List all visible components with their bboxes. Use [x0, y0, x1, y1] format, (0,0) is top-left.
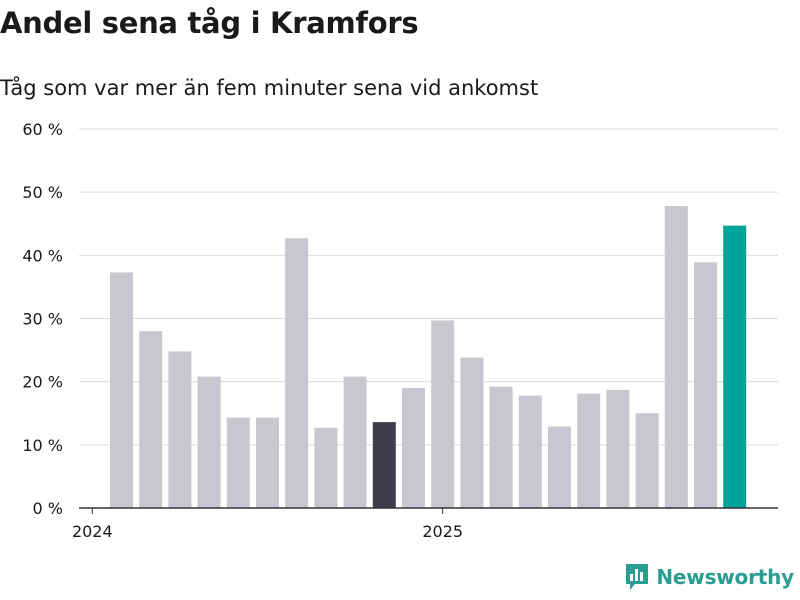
bar	[343, 376, 367, 508]
bar	[402, 387, 425, 508]
bar	[110, 272, 133, 508]
bar	[489, 386, 513, 508]
y-tick-label: 10 %	[22, 436, 63, 455]
bar	[256, 417, 279, 508]
chart-title: Andel sena tåg i Kramfors	[0, 6, 419, 40]
bar	[431, 320, 455, 508]
y-tick-label: 0 %	[33, 499, 63, 518]
y-tick-label: 50 %	[22, 183, 63, 202]
x-tick-label: 2024	[72, 522, 113, 541]
newsworthy-logo-icon	[626, 564, 649, 590]
bar	[460, 357, 484, 508]
y-tick-label: 30 %	[22, 310, 63, 329]
bar	[635, 413, 659, 508]
bar	[197, 376, 221, 508]
brand-logo[interactable]: Newsworthy	[624, 562, 794, 592]
bar	[664, 206, 688, 508]
bar	[139, 331, 163, 508]
x-tick-label: 2025	[422, 522, 463, 541]
y-tick-label: 40 %	[22, 246, 63, 265]
brand-name: Newsworthy	[656, 565, 794, 589]
bar	[577, 393, 601, 508]
bar	[518, 395, 542, 508]
bar	[548, 426, 571, 508]
bar	[606, 389, 630, 508]
y-tick-label: 20 %	[22, 373, 63, 392]
bar	[694, 262, 717, 508]
bar	[372, 422, 396, 508]
bar	[723, 225, 747, 508]
chart-subtitle: Tåg som var mer än fem minuter sena vid …	[0, 76, 539, 100]
bar	[168, 351, 192, 508]
bar	[314, 427, 338, 508]
y-tick-label: 60 %	[22, 120, 63, 139]
bar	[285, 238, 309, 509]
bar	[226, 417, 250, 508]
